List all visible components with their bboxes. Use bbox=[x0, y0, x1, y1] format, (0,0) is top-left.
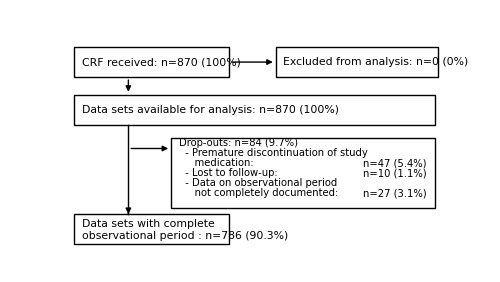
Text: Excluded from analysis: n=0 (0%): Excluded from analysis: n=0 (0%) bbox=[284, 57, 469, 67]
FancyBboxPatch shape bbox=[171, 138, 434, 208]
FancyBboxPatch shape bbox=[276, 47, 438, 77]
Text: Drop-outs: n=84 (9.7%): Drop-outs: n=84 (9.7%) bbox=[179, 138, 298, 149]
Text: medication:: medication: bbox=[179, 158, 254, 168]
Text: Data sets with complete: Data sets with complete bbox=[82, 219, 214, 229]
FancyBboxPatch shape bbox=[74, 47, 229, 77]
Text: - Data on observational period: - Data on observational period bbox=[179, 179, 337, 188]
Text: - Lost to follow-up:: - Lost to follow-up: bbox=[179, 168, 278, 179]
Text: not completely documented:: not completely documented: bbox=[179, 188, 338, 199]
Text: n=27 (3.1%): n=27 (3.1%) bbox=[363, 188, 427, 199]
FancyBboxPatch shape bbox=[74, 214, 229, 244]
Text: Data sets available for analysis: n=870 (100%): Data sets available for analysis: n=870 … bbox=[82, 105, 339, 115]
Text: n=10 (1.1%): n=10 (1.1%) bbox=[363, 168, 427, 179]
Text: CRF received: n=870 (100%): CRF received: n=870 (100%) bbox=[82, 57, 241, 67]
FancyBboxPatch shape bbox=[74, 95, 434, 125]
Text: - Premature discontinuation of study: - Premature discontinuation of study bbox=[179, 149, 368, 158]
Text: n=47 (5.4%): n=47 (5.4%) bbox=[363, 158, 427, 168]
Text: observational period : n=786 (90.3%): observational period : n=786 (90.3%) bbox=[82, 231, 288, 241]
